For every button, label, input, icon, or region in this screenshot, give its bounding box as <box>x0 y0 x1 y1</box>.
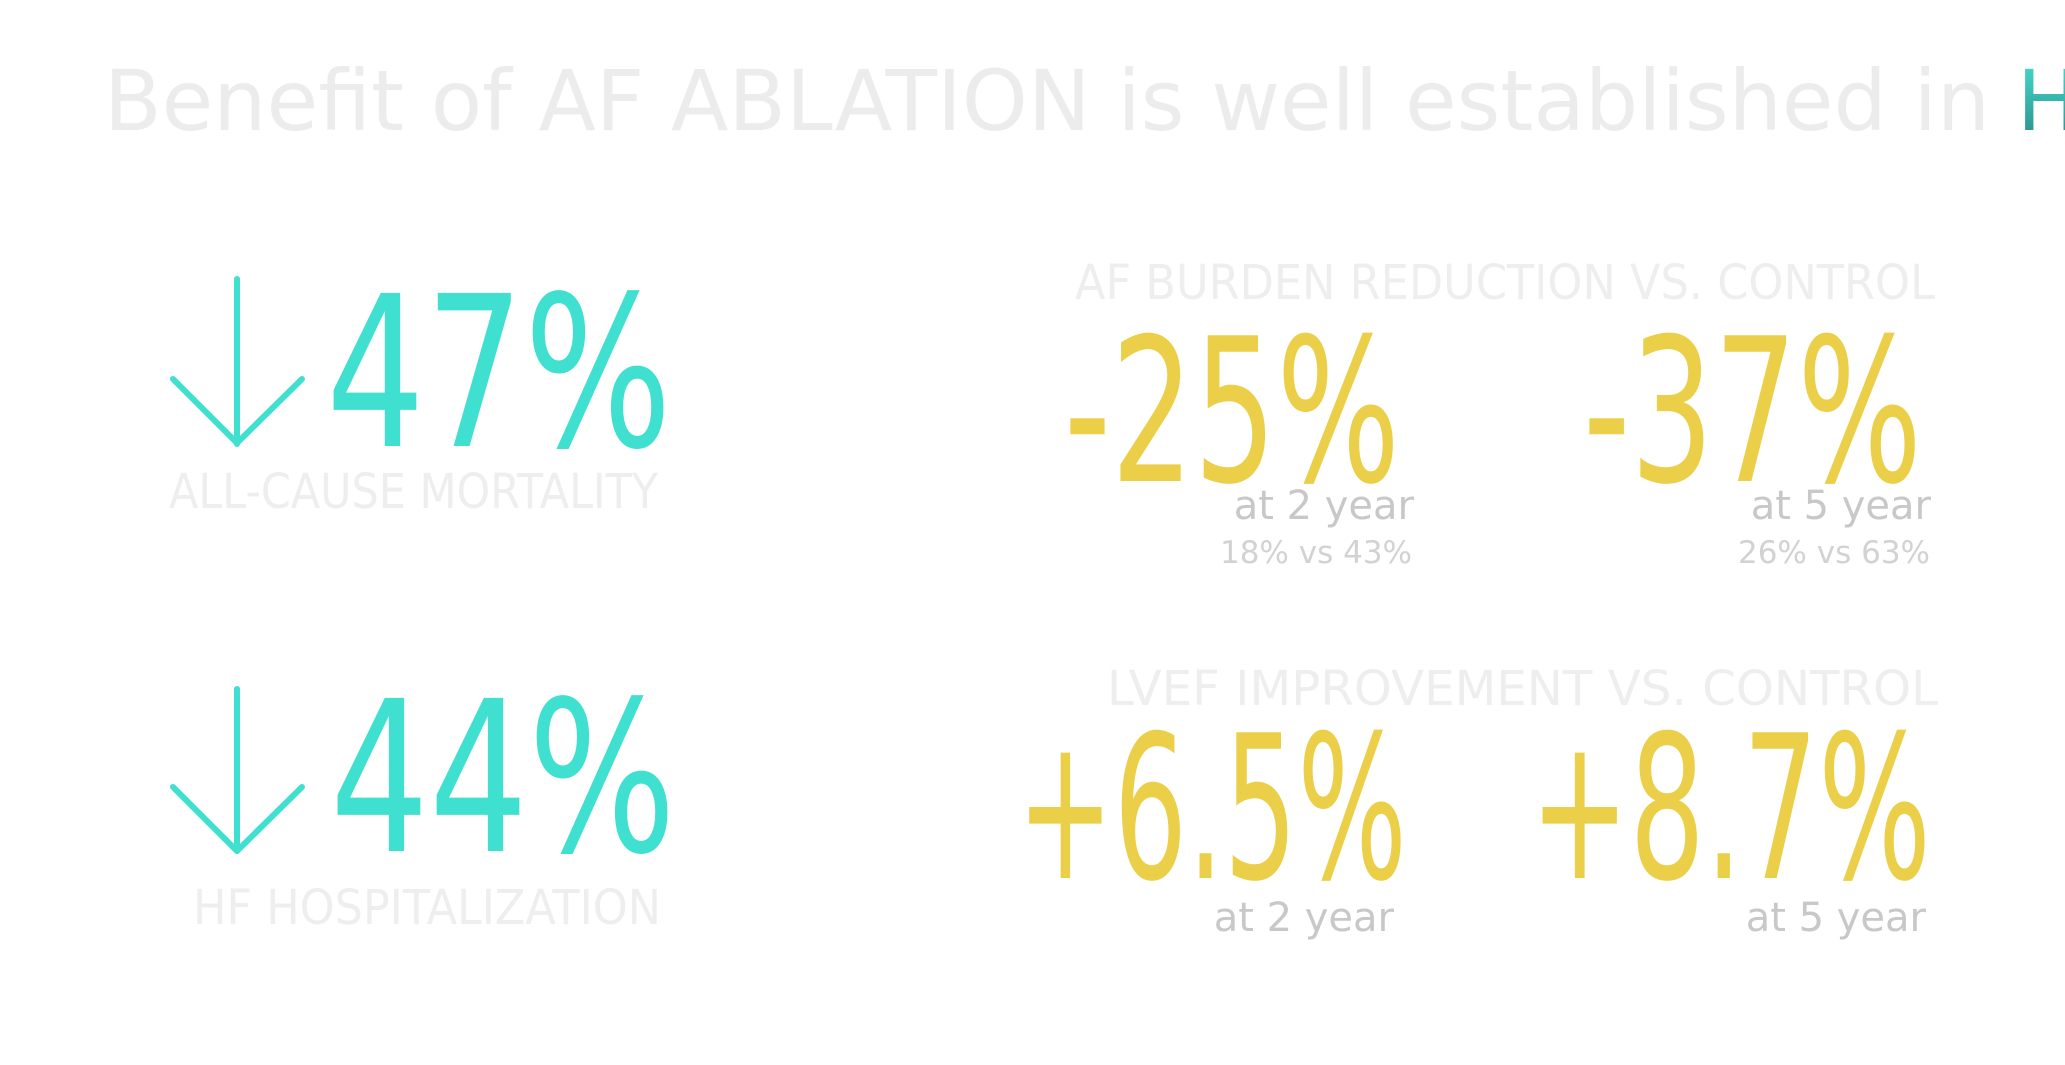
stat-value: 44% <box>330 656 676 901</box>
detail: 18% vs 43% <box>1220 535 1412 571</box>
detail: 26% vs 63% <box>1738 535 1930 571</box>
stat-value: +8.7% <box>1530 693 1931 926</box>
period: at 2 year <box>1214 895 1395 941</box>
title-highlight: HFrEF <box>2017 52 2065 150</box>
down-arrow <box>170 276 305 447</box>
section-heading: AF BURDEN REDUCTION VS. CONTROL <box>1075 255 1935 311</box>
stat-label: ALL-CAUSE MORTALITY <box>169 464 659 520</box>
section-heading: LVEF IMPROVEMENT VS. CONTROL <box>1107 661 1938 717</box>
down-arrow <box>170 686 305 854</box>
title-text: Benefit of AF ABLATION is well establish… <box>104 52 2017 150</box>
stat-value: 47% <box>326 251 672 496</box>
period: at 5 year <box>1751 483 1932 529</box>
stat-value: -37% <box>1583 296 1922 529</box>
stat-value: -25% <box>1064 296 1400 529</box>
period: at 2 year <box>1234 483 1415 529</box>
title: Benefit of AF ABLATION is well establish… <box>104 52 2065 150</box>
stat-value: +6.5% <box>1017 693 1407 926</box>
period: at 5 year <box>1746 895 1927 941</box>
stat-label: HF HOSPITALIZATION <box>193 880 661 936</box>
